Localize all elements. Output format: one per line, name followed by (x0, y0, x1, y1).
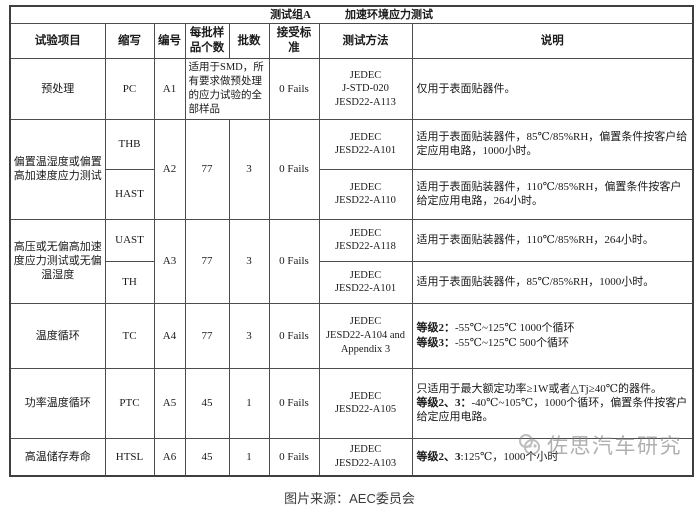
table-row: TH JEDEC JESD22-A101 适用于表面贴装器件，85℃/85%RH… (10, 260, 694, 304)
cell-samples: 45 (184, 437, 230, 477)
table-title-row: 测试组A 加速环境应力测试 (9, 5, 694, 25)
desc-grade-text: 只适用于最大额定功率≥1W或者△Tj≥40℃的器件。 (416, 382, 663, 395)
cell-sample-note: 适用于SMD，所有要求做预处理的应力试验的全部样品 (184, 58, 270, 120)
cell-samples: 77 (184, 118, 230, 220)
cell-method: JEDEC J-STD-020 JESD22-A113 (318, 58, 413, 120)
cell-abbr: THB (104, 118, 155, 170)
cell-abbr: HTSL (104, 437, 155, 477)
desc-grade-text: -40℃~105℃，1000个循环，偏置条件按客户给定应用电路。 (416, 397, 688, 424)
title-name: 加速环境应力测试 (345, 9, 434, 21)
desc-line: 只适用于最大额定功率≥1W或者△Tj≥40℃的器件。 (417, 382, 689, 396)
cell-abbr: UAST (104, 218, 155, 262)
col-header-code: 编号 (153, 23, 186, 60)
cell-item: 温度循环 (9, 302, 106, 369)
desc-grade-label: 等级2、3： (416, 397, 472, 410)
cell-abbr: TH (104, 260, 155, 304)
cell-accept: 0 Fails (268, 367, 320, 439)
cell-method: JEDEC JESD22-A118 (318, 218, 413, 262)
cell-desc: 仅用于表面贴器件。 (411, 58, 694, 120)
cell-samples: 77 (184, 218, 230, 304)
cell-method: JEDEC JESD22-A104 and Appendix 3 (318, 302, 413, 369)
table-header-row: 试验项目 缩写 编号 每批样品个数 批数 接受标准 测试方法 说明 (9, 23, 694, 60)
desc-grade-label: 等级3： (416, 336, 456, 349)
cell-code: A2 (153, 118, 186, 220)
cell-code: A3 (153, 218, 186, 304)
table-row: 偏置温湿度或偏置高加速度应力测试 THB A2 77 3 0 Fails JED… (9, 118, 694, 220)
cell-abbr: HAST (104, 168, 155, 220)
desc-line: 等级2、3：-40℃~105℃，1000个循环，偏置条件按客户给定应用电路。 (417, 396, 689, 425)
col-header-abbr: 缩写 (104, 23, 155, 60)
table-row: 温度循环 TC A4 77 3 0 Fails JEDEC JESD22-A10… (9, 302, 694, 369)
cell-item: 高温储存寿命 (9, 437, 106, 477)
cell-samples: 77 (184, 302, 230, 369)
cell-batches: 3 (228, 218, 270, 304)
cell-method: JEDEC JESD22-A103 (318, 437, 413, 477)
cell-abbr: PTC (104, 367, 155, 439)
cell-desc: 适用于表面贴装器件，85℃/85%RH，1000小时。 (411, 260, 694, 304)
cell-batches: 3 (228, 118, 270, 220)
test-group-a-table: 测试组A 加速环境应力测试 试验项目 缩写 编号 每批样品个数 批数 接受标准 测… (9, 5, 695, 478)
cell-method: JEDEC JESD22-A101 (318, 260, 413, 304)
col-header-batches: 批数 (228, 23, 270, 60)
col-header-test-method: 测试方法 (318, 23, 413, 60)
cell-item: 预处理 (9, 58, 106, 120)
cell-abbr: PC (104, 58, 155, 120)
desc-line: 等级2：-55℃~125℃ 1000个循环 (417, 321, 689, 335)
col-header-accept-criteria: 接受标准 (268, 23, 320, 60)
cell-desc: 等级2：-55℃~125℃ 1000个循环 等级3：-55℃~125℃ 500个… (411, 302, 694, 369)
cell-batches: 1 (228, 437, 270, 477)
cell-accept: 0 Fails (268, 302, 320, 369)
cell-desc: 只适用于最大额定功率≥1W或者△Tj≥40℃的器件。 等级2、3：-40℃~10… (411, 367, 694, 439)
cell-method: JEDEC JESD22-A101 (318, 118, 413, 170)
cell-item: 偏置温湿度或偏置高加速度应力测试 (9, 118, 106, 220)
cell-item: 功率温度循环 (9, 367, 106, 439)
cell-code: A6 (153, 437, 186, 477)
table-row: 高压或无偏高加速度应力测试或无偏温湿度 UAST A3 77 3 0 Fails… (9, 218, 694, 304)
cell-desc: 等级2、3:125℃，1000个小时 (411, 437, 694, 477)
table-row: 高温储存寿命 HTSL A6 45 1 0 Fails JEDEC JESD22… (9, 437, 694, 477)
desc-line: 等级3：-55℃~125℃ 500个循环 (417, 336, 689, 350)
cell-batches: 1 (228, 367, 270, 439)
col-header-notes: 说明 (411, 23, 694, 60)
desc-grade-label: 等级2： (416, 322, 456, 335)
col-header-test-item: 试验项目 (9, 23, 106, 60)
cell-item: 高压或无偏高加速度应力测试或无偏温湿度 (9, 218, 106, 304)
desc-line: 等级2、3:125℃，1000个小时 (417, 450, 689, 464)
cell-method: JEDEC JESD22-A105 (318, 367, 413, 439)
desc-grade-text: -55℃~125℃ 1000个循环 (455, 322, 575, 335)
table-row: 预处理 PC A1 适用于SMD，所有要求做预处理的应力试验的全部样品 0 Fa… (9, 58, 694, 120)
cell-desc: 适用于表面贴装器件，110℃/85%RH，264小时。 (411, 218, 694, 262)
image-source-caption: 图片来源：AEC委员会 (284, 491, 415, 506)
cell-desc: 适用于表面贴装器件，85℃/85%RH，偏置条件按客户给定应用电路，1000小时… (411, 118, 694, 170)
cell-code: A4 (153, 302, 186, 369)
cell-accept: 0 Fails (268, 437, 320, 477)
cell-accept: 0 Fails (268, 58, 320, 120)
desc-grade-text: -55℃~125℃ 500个循环 (455, 336, 569, 349)
cell-samples: 45 (184, 367, 230, 439)
cell-accept: 0 Fails (268, 218, 320, 304)
col-header-samples-per-batch: 每批样品个数 (184, 23, 230, 60)
table-title: 测试组A 加速环境应力测试 (9, 5, 694, 25)
cell-accept: 0 Fails (268, 118, 320, 220)
desc-grade-text: :125℃，1000个小时 (460, 450, 559, 463)
cell-code: A1 (153, 58, 186, 120)
cell-batches: 3 (228, 302, 270, 369)
table-row: HAST JEDEC JESD22-A110 适用于表面贴装器件，110℃/85… (10, 168, 694, 220)
title-group: 测试组A (270, 9, 312, 21)
cell-desc: 适用于表面贴装器件，110℃/85%RH，偏置条件按客户给定应用电路，264小时… (411, 168, 694, 220)
cell-code: A5 (153, 367, 186, 439)
table-row: 功率温度循环 PTC A5 45 1 0 Fails JEDEC JESD22-… (9, 367, 694, 439)
desc-grade-label: 等级2、3 (416, 450, 461, 463)
cell-abbr: TC (104, 302, 155, 369)
cell-method: JEDEC JESD22-A110 (318, 168, 413, 220)
